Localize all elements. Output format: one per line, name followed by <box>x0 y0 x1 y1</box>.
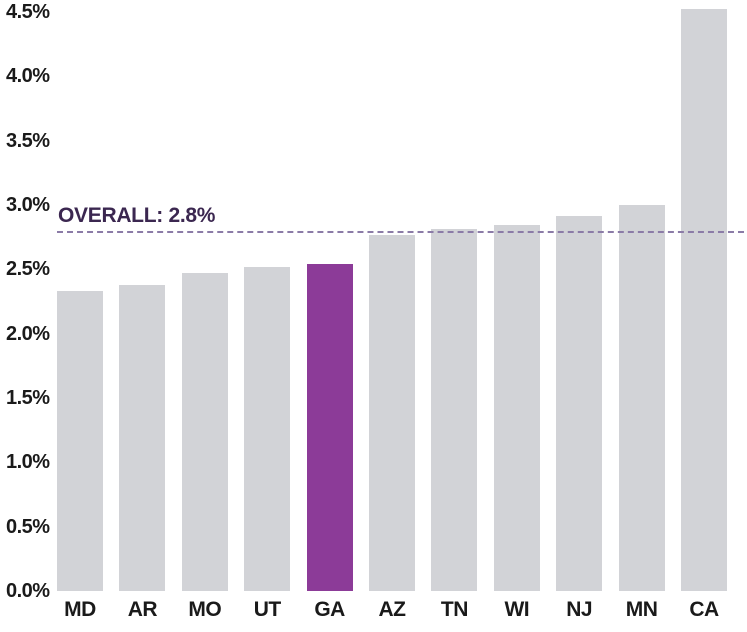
x-label-tn: TN <box>440 598 469 621</box>
y-tick-label: 1.5% <box>6 386 50 409</box>
y-tick-label: 3.5% <box>6 129 50 152</box>
bar-az <box>369 234 415 591</box>
reference-line <box>57 230 744 233</box>
x-label-nj: NJ <box>566 598 593 621</box>
bar-nj <box>556 216 603 591</box>
y-tick-label: 4.0% <box>6 65 50 88</box>
y-tick-label: 1.0% <box>6 451 50 474</box>
y-tick-label: 0.0% <box>6 580 50 602</box>
bar-md <box>57 291 103 591</box>
y-tick-label: 2.5% <box>6 258 50 281</box>
bar-ut <box>244 266 291 591</box>
x-label-ar: AR <box>127 598 158 621</box>
bar-ar <box>119 284 166 591</box>
reference-label: OVERALL: 2.8% <box>58 203 216 227</box>
x-label-mn: MN <box>625 598 658 621</box>
x-label-az: AZ <box>378 598 407 621</box>
bar-ca <box>681 9 727 591</box>
y-tick-label: 0.5% <box>6 515 50 538</box>
x-label-mo: MO <box>188 598 222 621</box>
y-tick-label: 4.5% <box>6 0 50 23</box>
x-label-ga: GA <box>314 598 345 621</box>
bar-ga <box>306 264 353 591</box>
y-tick-label: 3.0% <box>6 193 50 216</box>
bar-mn <box>618 204 665 591</box>
x-label-ut: UT <box>253 598 282 621</box>
bar-tn <box>431 229 478 591</box>
bar-wi <box>493 225 540 591</box>
bar-mo <box>181 273 228 591</box>
x-label-wi: WI <box>504 598 530 621</box>
x-label-md: MD <box>64 598 96 621</box>
y-tick-label: 2.0% <box>6 322 50 345</box>
x-label-ca: CA <box>689 598 719 621</box>
